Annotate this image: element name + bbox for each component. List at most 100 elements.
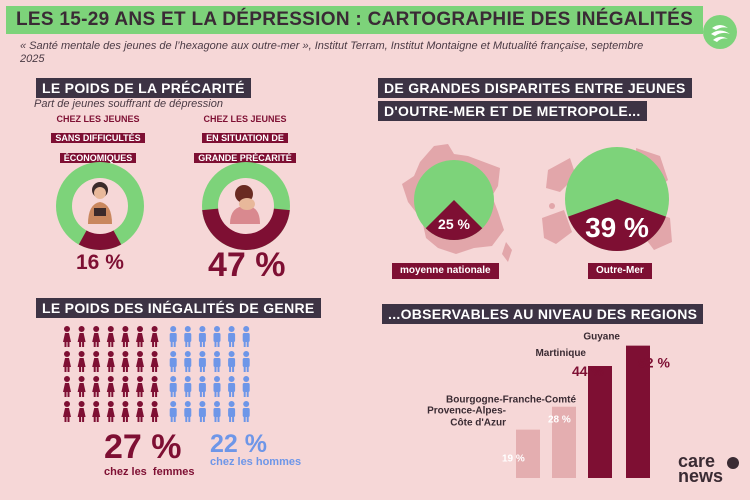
female-person-icon <box>63 376 71 397</box>
precarite-header: LE POIDS DE LA PRÉCARITÉ <box>36 78 251 98</box>
outremer-header-line-1: DE GRANDES DISPARITES ENTRE JEUNES <box>378 78 692 98</box>
donut-national <box>414 160 494 240</box>
female-person-icon <box>121 376 130 397</box>
logo-small-swirl-icon <box>727 457 739 469</box>
pie-outremer-slice <box>568 199 666 251</box>
male-person-icon <box>213 326 221 347</box>
left-tag-line-3: ÉCONOMIQUES <box>59 153 137 163</box>
value-27: 27 % <box>104 428 182 466</box>
female-person-icon <box>63 401 71 422</box>
female-person-icon <box>106 376 115 397</box>
region-value-1: 28 % <box>548 415 571 426</box>
female-person-icon <box>150 351 159 372</box>
male-person-icon <box>169 376 177 397</box>
young-person-illustration-icon <box>88 182 112 224</box>
region-bars: 19 % Provence-Alpes-Côte d'Azur 28 % Bourgo… <box>427 332 670 478</box>
male-person-icon <box>242 401 250 422</box>
left-group-tag: CHEZ LES JEUNES SANS DIFFICULTÉS ÉCONOMI… <box>48 113 148 166</box>
male-person-icon <box>184 401 192 422</box>
genre-header: LE POIDS DES INÉGALITÉS DE GENRE <box>36 298 321 318</box>
outremer-header-line-2: D'OUTRE-MER ET DE METROPOLE... <box>378 101 647 121</box>
region-bar-0 <box>516 429 540 478</box>
value-39: 39 % <box>585 212 649 243</box>
outremer-header: DE GRANDES DISPARITES ENTRE JEUNES D'OUT… <box>378 78 692 121</box>
donut-no-difficulty <box>56 162 144 250</box>
male-person-icon <box>169 351 177 372</box>
left-tag-line-2: SANS DIFFICULTÉS <box>51 133 145 143</box>
female-person-icon <box>77 401 86 422</box>
male-person-icon <box>198 351 206 372</box>
right-group-tag: CHEZ LES JEUNES EN SITUATION DE GRANDE P… <box>190 113 300 166</box>
male-person-icon <box>228 376 236 397</box>
male-person-icon <box>169 326 177 347</box>
pie-national-slice <box>425 200 483 240</box>
left-tag-line-1: CHEZ LES JEUNES <box>56 114 140 124</box>
source-note: « Santé mentale des jeunes de l’hexagone… <box>20 40 644 65</box>
value-25: 25 % <box>438 216 470 232</box>
region-value-2: 44 % <box>572 363 604 379</box>
male-person-icon <box>228 401 236 422</box>
female-person-icon <box>92 351 101 372</box>
male-person-icon <box>228 326 236 347</box>
female-person-icon <box>63 351 71 372</box>
female-person-icon <box>106 326 115 347</box>
female-person-icon <box>136 351 144 372</box>
carenews-logo: care news <box>678 451 723 485</box>
female-person-icon <box>92 401 101 422</box>
region-label-1: Bourgogne-Franche-Comté <box>446 395 576 406</box>
region-value-0: 19 % <box>502 454 525 465</box>
region-bar-2 <box>588 366 612 478</box>
female-person-icon <box>136 326 144 347</box>
male-person-icon <box>184 351 192 372</box>
male-person-icon <box>184 326 192 347</box>
female-person-icon <box>77 326 86 347</box>
female-person-icon <box>63 326 71 347</box>
right-tag-line-3: GRANDE PRÉCARITÉ <box>194 153 296 163</box>
value-47: 47 % <box>208 246 286 284</box>
region-bar-1 <box>552 406 576 478</box>
logo-word-care: care <box>678 451 716 471</box>
female-person-icon <box>92 376 101 397</box>
male-person-icon <box>242 326 250 347</box>
pie-chart-national <box>414 160 494 240</box>
female-person-icon <box>92 326 101 347</box>
region-value-3: 52 % <box>638 355 670 371</box>
regions-bar-chart: 19 % Provence-Alpes-Côte d'Azur 28 % Bourgo… <box>427 332 670 478</box>
donut-great-precarity <box>202 162 290 251</box>
male-person-icon <box>228 351 236 372</box>
male-person-icon <box>213 351 221 372</box>
male-person-icon <box>198 401 206 422</box>
region-label-3: Guyane <box>583 332 620 343</box>
region-label-2: Martinique <box>535 348 586 359</box>
value-22: 22 % <box>210 430 267 458</box>
sad-person-illustration-icon <box>230 185 260 224</box>
female-person-icon <box>150 326 159 347</box>
male-person-icon <box>213 401 221 422</box>
label-men: chez les hommes <box>210 456 302 468</box>
female-person-icon <box>136 376 144 397</box>
female-person-icon <box>121 401 130 422</box>
male-person-icon <box>198 326 206 347</box>
female-person-icon <box>121 326 130 347</box>
region-label-0: Provence-Alpes- <box>427 406 506 417</box>
female-person-icon <box>150 376 159 397</box>
female-person-icon <box>106 401 115 422</box>
donut-outremer <box>565 147 669 251</box>
right-tag-line-2: EN SITUATION DE <box>202 133 288 143</box>
male-person-icon <box>184 376 192 397</box>
male-person-icon <box>169 401 177 422</box>
label-national: moyenne nationale <box>392 263 499 279</box>
label-outremer: Outre-Mer <box>588 263 652 279</box>
female-person-icon <box>106 351 115 372</box>
female-person-icon <box>150 401 159 422</box>
female-person-icon <box>136 401 144 422</box>
region-bar-3 <box>626 345 650 478</box>
label-women: chez les femmes <box>104 466 195 478</box>
regions-header: ...OBSERVABLES AU NIVEAU DES REGIONS <box>382 304 704 324</box>
person-icons <box>63 326 250 422</box>
male-person-icon <box>213 376 221 397</box>
male-person-icon <box>242 376 250 397</box>
male-person-icon <box>198 376 206 397</box>
page-title: LES 15-29 ANS ET LA DÉPRESSION : CARTOGR… <box>6 6 704 34</box>
value-16: 16 % <box>76 251 124 274</box>
